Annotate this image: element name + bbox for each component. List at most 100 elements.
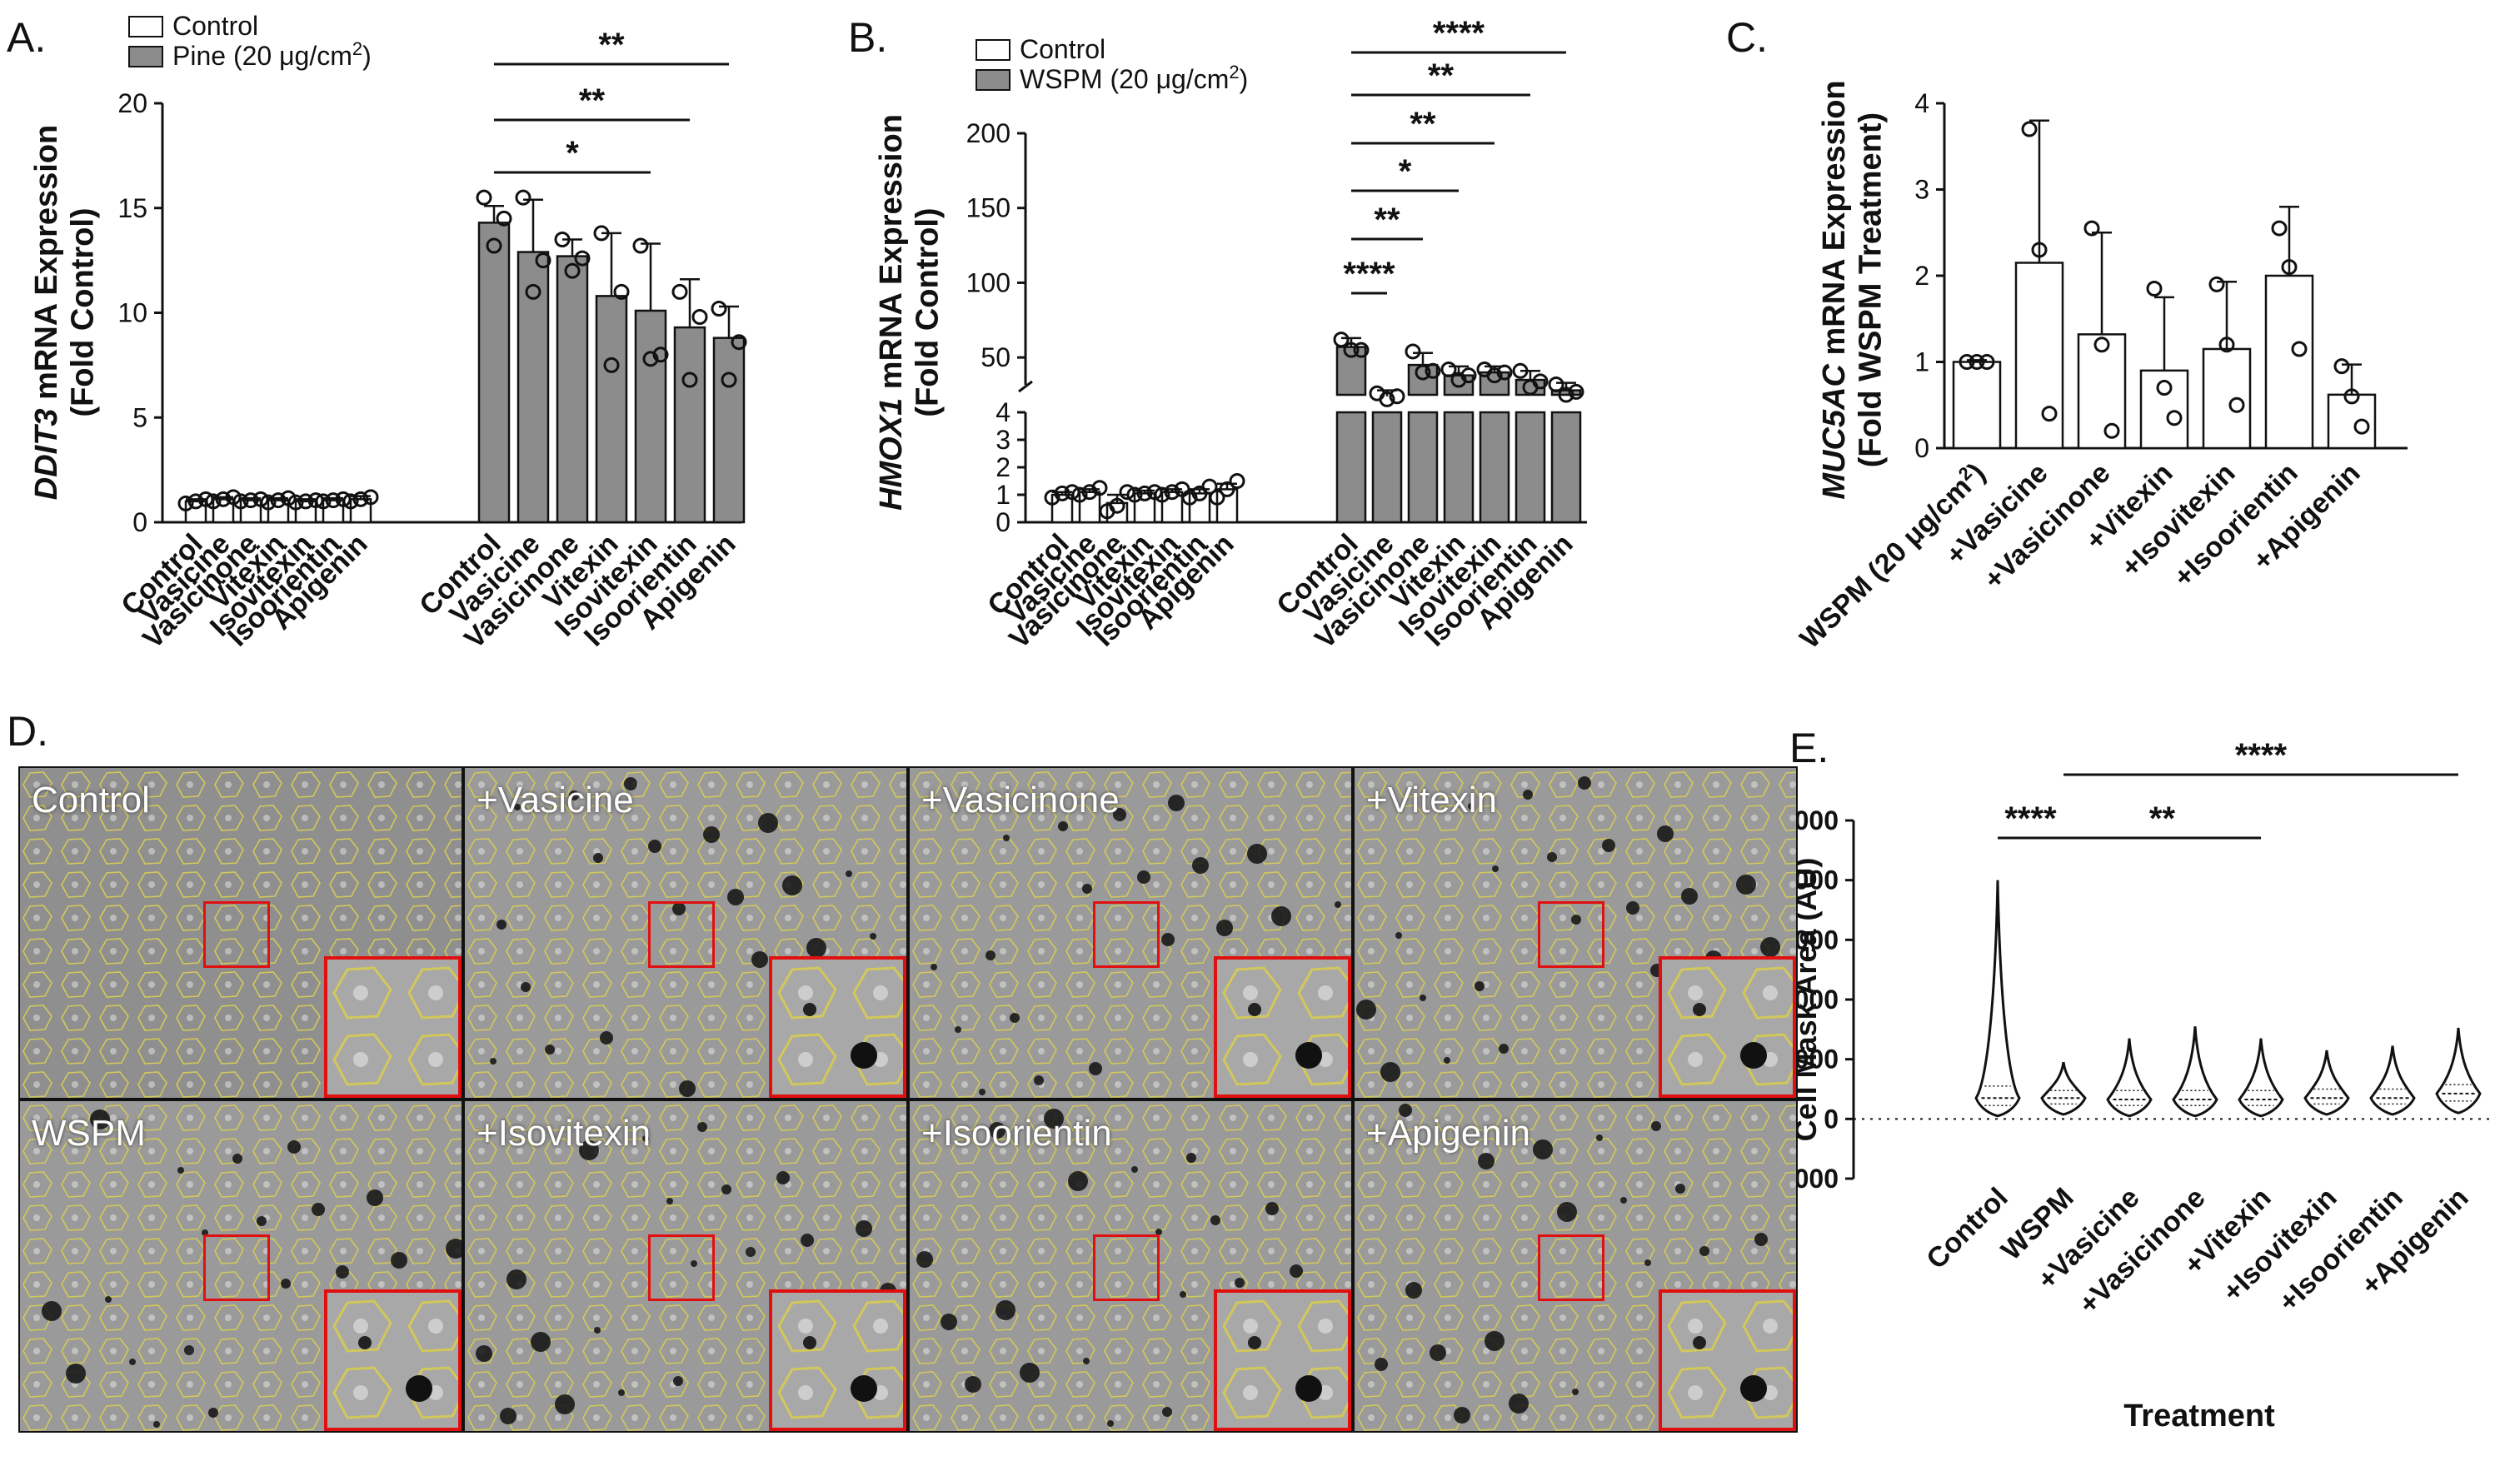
data-point	[515, 189, 531, 206]
particle	[1295, 1042, 1322, 1069]
data-point	[632, 237, 649, 254]
data-point	[721, 371, 737, 388]
bar-control	[1215, 488, 1239, 524]
bar-treated-lower	[1371, 411, 1403, 524]
micrograph-label: +Isoorientin	[921, 1113, 1112, 1154]
particle	[545, 1045, 555, 1055]
legend-label-unit: μg/cm	[1156, 64, 1230, 94]
bar-treated-lower	[1335, 411, 1367, 524]
data-point	[1548, 376, 1564, 392]
data-point	[232, 493, 249, 510]
micrograph-panel: +Vasicinone	[908, 766, 1353, 1099]
data-point	[1389, 388, 1405, 405]
significance-label: ****	[2235, 737, 2288, 774]
particle	[1290, 1264, 1303, 1278]
particle	[856, 1220, 872, 1237]
roi-box	[648, 901, 715, 968]
data-point	[260, 494, 277, 511]
bar-treated	[595, 295, 628, 524]
particle	[1509, 1394, 1529, 1414]
y-tick-label: 100	[966, 267, 1010, 297]
particle	[232, 1154, 242, 1164]
data-point	[2146, 281, 2163, 297]
y-tick-label: 15	[117, 193, 147, 223]
particle	[1478, 1153, 1495, 1169]
particle	[1557, 1202, 1577, 1222]
particle	[1693, 1336, 1706, 1349]
particle	[1395, 932, 1402, 939]
micrograph-label: +Apigenin	[1366, 1113, 1530, 1154]
data-point	[2343, 388, 2360, 405]
particle	[1699, 1246, 1709, 1256]
data-point	[1219, 481, 1235, 497]
particle	[1375, 1358, 1388, 1371]
particle	[1271, 906, 1291, 926]
particle	[1499, 1044, 1509, 1054]
particle	[1265, 1202, 1279, 1215]
chart-b-hmox1: HMOX1 mRNA Expression (Fold Control)01234…	[874, 15, 1587, 655]
data-point	[1126, 486, 1143, 503]
bar-treated-lower	[1443, 411, 1475, 524]
data-point	[652, 347, 669, 363]
particle	[1523, 790, 1533, 800]
micrograph-label: +Vasicinone	[921, 780, 1120, 820]
particle	[391, 1252, 407, 1269]
data-point	[535, 252, 551, 269]
roi-inset	[769, 1289, 906, 1431]
particle	[257, 1216, 267, 1226]
particle	[490, 1058, 497, 1065]
particle	[1210, 1215, 1220, 1225]
particle	[1216, 920, 1233, 936]
micrograph-panel: Control	[18, 766, 463, 1099]
bar	[1952, 361, 2002, 450]
data-point	[525, 283, 541, 300]
significance-label: *	[1399, 153, 1412, 190]
y-tick-label: 1	[1914, 347, 1929, 377]
particle	[851, 1042, 877, 1069]
data-point	[2353, 418, 2370, 435]
bar-treated-upper	[1443, 374, 1475, 396]
particle	[1740, 1375, 1767, 1402]
particle	[1247, 844, 1267, 864]
particle	[281, 1279, 291, 1289]
particle	[697, 1122, 707, 1132]
data-point	[215, 491, 232, 507]
bar-treated	[516, 251, 550, 524]
particle	[931, 964, 937, 970]
particle	[1657, 825, 1674, 842]
particle	[1161, 933, 1175, 946]
particle	[801, 1234, 814, 1247]
particle	[569, 790, 579, 800]
significance-label: ****	[1343, 256, 1395, 292]
y-axis-label-gene: MUC5AC	[1817, 364, 1852, 500]
panel-letter-d: D.	[7, 708, 48, 755]
significance-label: **	[598, 27, 625, 63]
data-point	[486, 237, 502, 254]
data-point	[642, 351, 659, 367]
data-point	[1379, 391, 1395, 407]
particle	[1113, 808, 1126, 821]
data-point	[362, 489, 379, 506]
particle	[679, 1080, 696, 1097]
violin	[2238, 1038, 2284, 1118]
legend-swatch-control	[976, 39, 1010, 61]
legend-label-sup: 2	[1229, 62, 1239, 82]
particle	[989, 1122, 1006, 1139]
y-tick-label: 20	[117, 88, 147, 118]
particle	[287, 1140, 301, 1154]
particle	[672, 902, 686, 915]
particle	[1492, 865, 1499, 872]
particle	[1020, 1363, 1040, 1383]
particle	[476, 1345, 492, 1362]
particle	[1644, 1259, 1651, 1266]
particle	[1010, 1013, 1020, 1023]
data-point	[342, 493, 359, 510]
particle	[1430, 1344, 1446, 1361]
data-point	[1969, 354, 1985, 370]
data-point	[1071, 486, 1088, 503]
inset-cell-outlines	[772, 960, 903, 1095]
particle	[758, 813, 778, 833]
particle	[803, 1003, 816, 1016]
bar	[2202, 347, 2252, 450]
data-point	[2281, 259, 2298, 276]
